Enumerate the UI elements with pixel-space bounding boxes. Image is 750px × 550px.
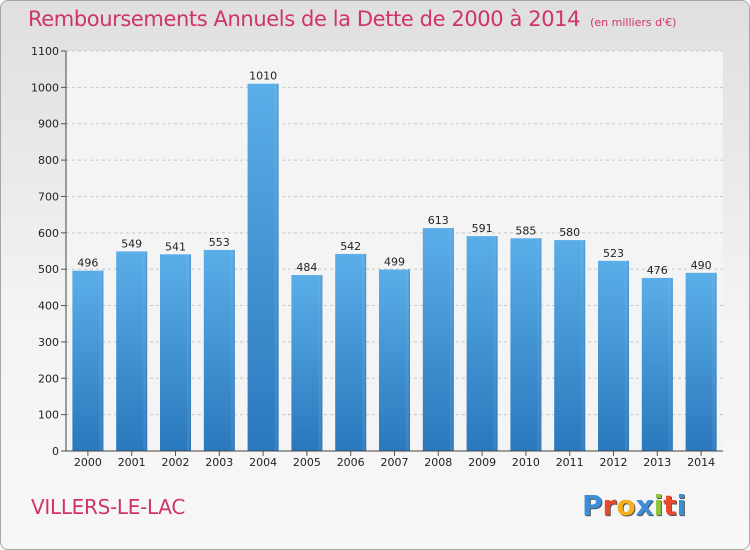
y-tick-label: 400 [38, 300, 59, 313]
y-tick-label: 900 [38, 118, 59, 131]
axes: 0 100 200 300 400 500 600 700 800 900 1000 1100 2000… [31, 45, 723, 469]
bar-shade [116, 251, 148, 451]
x-tick-label: 2002 [162, 456, 190, 469]
bar-shade [510, 238, 542, 451]
bar-shade [335, 253, 367, 451]
logo-letter: o [616, 489, 636, 522]
y-tick-label: 600 [38, 227, 59, 240]
x-tick-label: 2010 [512, 456, 540, 469]
x-tick-label: 2014 [687, 456, 715, 469]
x-tick-label: 2003 [205, 456, 233, 469]
logo-letter: t [663, 489, 677, 522]
bar-shade [379, 269, 410, 451]
bar-shade [72, 270, 104, 451]
y-tick-label: 500 [38, 263, 59, 276]
proxiti-logo: Proxiti [582, 489, 686, 522]
y-tick-label: 1100 [31, 45, 59, 58]
bar-shade [247, 83, 279, 452]
bar-value-label: 549 [121, 237, 142, 250]
bar-value-label: 490 [691, 259, 712, 272]
x-tick-label: 2005 [293, 456, 321, 469]
bar-value-label: 523 [603, 247, 624, 260]
y-tick-label: 800 [38, 154, 59, 167]
bar-value-label: 484 [296, 261, 317, 274]
x-tick-label: 2004 [249, 456, 277, 469]
bar-shade [641, 277, 673, 451]
x-tick-label: 2009 [468, 456, 496, 469]
x-tick-label: 2013 [643, 456, 671, 469]
x-tick-label: 2000 [74, 456, 102, 469]
bar-shade [598, 260, 629, 451]
x-tick-label: 2007 [381, 456, 409, 469]
bar-value-label: 553 [209, 236, 230, 249]
y-tick-label: 1000 [31, 81, 59, 94]
bar-value-label: 591 [472, 222, 493, 235]
place-name: VILLERS-LE-LAC [31, 495, 186, 519]
bar-value-label: 580 [559, 226, 580, 239]
bar-value-label: 541 [165, 240, 186, 253]
x-tick-label: 2008 [424, 456, 452, 469]
y-tick-label: 700 [38, 190, 59, 203]
y-tick-label: 100 [38, 409, 59, 422]
bars: 496 549 541 553 1010 484 542 499 613 591 585 580 523… [72, 70, 717, 452]
bar-value-label: 499 [384, 256, 405, 269]
bar-shade [160, 254, 191, 451]
y-tick-label: 200 [38, 372, 59, 385]
bar-shade [685, 272, 717, 451]
bar-shade [422, 228, 454, 451]
bar-value-label: 613 [428, 214, 449, 227]
bar-value-label: 496 [77, 257, 98, 270]
x-tick-label: 2006 [337, 456, 365, 469]
logo-letter: r [602, 489, 617, 522]
y-tick-label: 0 [52, 445, 59, 458]
logo-letter: x [635, 489, 654, 522]
bar-value-label: 476 [647, 264, 668, 277]
logo-letter: P [582, 489, 603, 522]
logo-letter: i [653, 489, 664, 522]
bar-value-label: 1010 [249, 70, 277, 83]
x-tick-label: 2012 [600, 456, 628, 469]
y-tick-label: 300 [38, 336, 59, 349]
bar-shade [466, 236, 498, 451]
x-tick-label: 2011 [556, 456, 584, 469]
bar-shade [554, 240, 586, 451]
chart-unit: (en milliers d'€) [590, 16, 677, 29]
chart-title: Remboursements Annuels de la Dette de 20… [28, 7, 677, 31]
bar-value-label: 542 [340, 240, 361, 253]
bar-shade [203, 249, 235, 451]
logo-letter: i [676, 489, 687, 522]
bar-value-label: 585 [515, 224, 536, 237]
x-tick-label: 2001 [118, 456, 146, 469]
bar-shade [291, 275, 323, 451]
